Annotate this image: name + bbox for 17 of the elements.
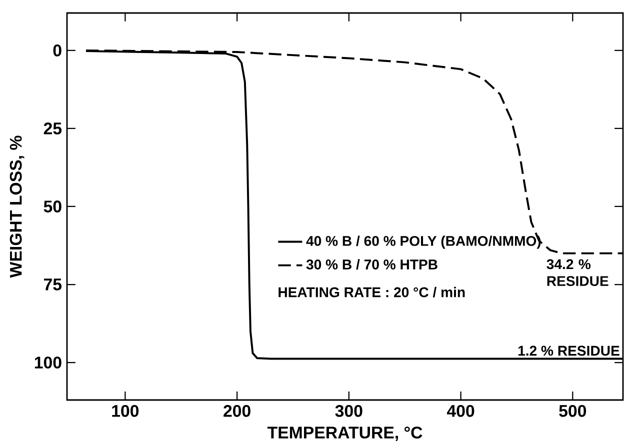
x-tick-label: 500	[559, 404, 586, 417]
y-tick-label: 75	[44, 278, 62, 290]
y-tick-label: 0	[53, 44, 62, 56]
x-axis-title: TEMPERATURE, °C	[267, 426, 422, 441]
legend-label: 30 % B / 70 % HTPB	[306, 259, 438, 270]
x-tick-label: 200	[224, 404, 250, 417]
x-tick-label: 300	[335, 404, 362, 417]
x-tick-label: 100	[112, 404, 139, 417]
y-tick-label: 25	[44, 122, 62, 134]
x-tick-label: 400	[446, 404, 474, 417]
annotation: 34.2 % RESIDUE	[546, 259, 608, 286]
y-axis-title: WEIGHT LOSS, %	[10, 136, 24, 278]
y-tick-label: 100	[34, 356, 62, 368]
legend-label: 40 % B / 60 % POLY (BAMO/NMMO)	[306, 236, 541, 249]
annotation: 1.2 % RESIDUE	[518, 346, 620, 356]
y-tick-label: 50	[44, 200, 62, 212]
annotation: HEATING RATE : 20 °C / min	[278, 286, 465, 298]
